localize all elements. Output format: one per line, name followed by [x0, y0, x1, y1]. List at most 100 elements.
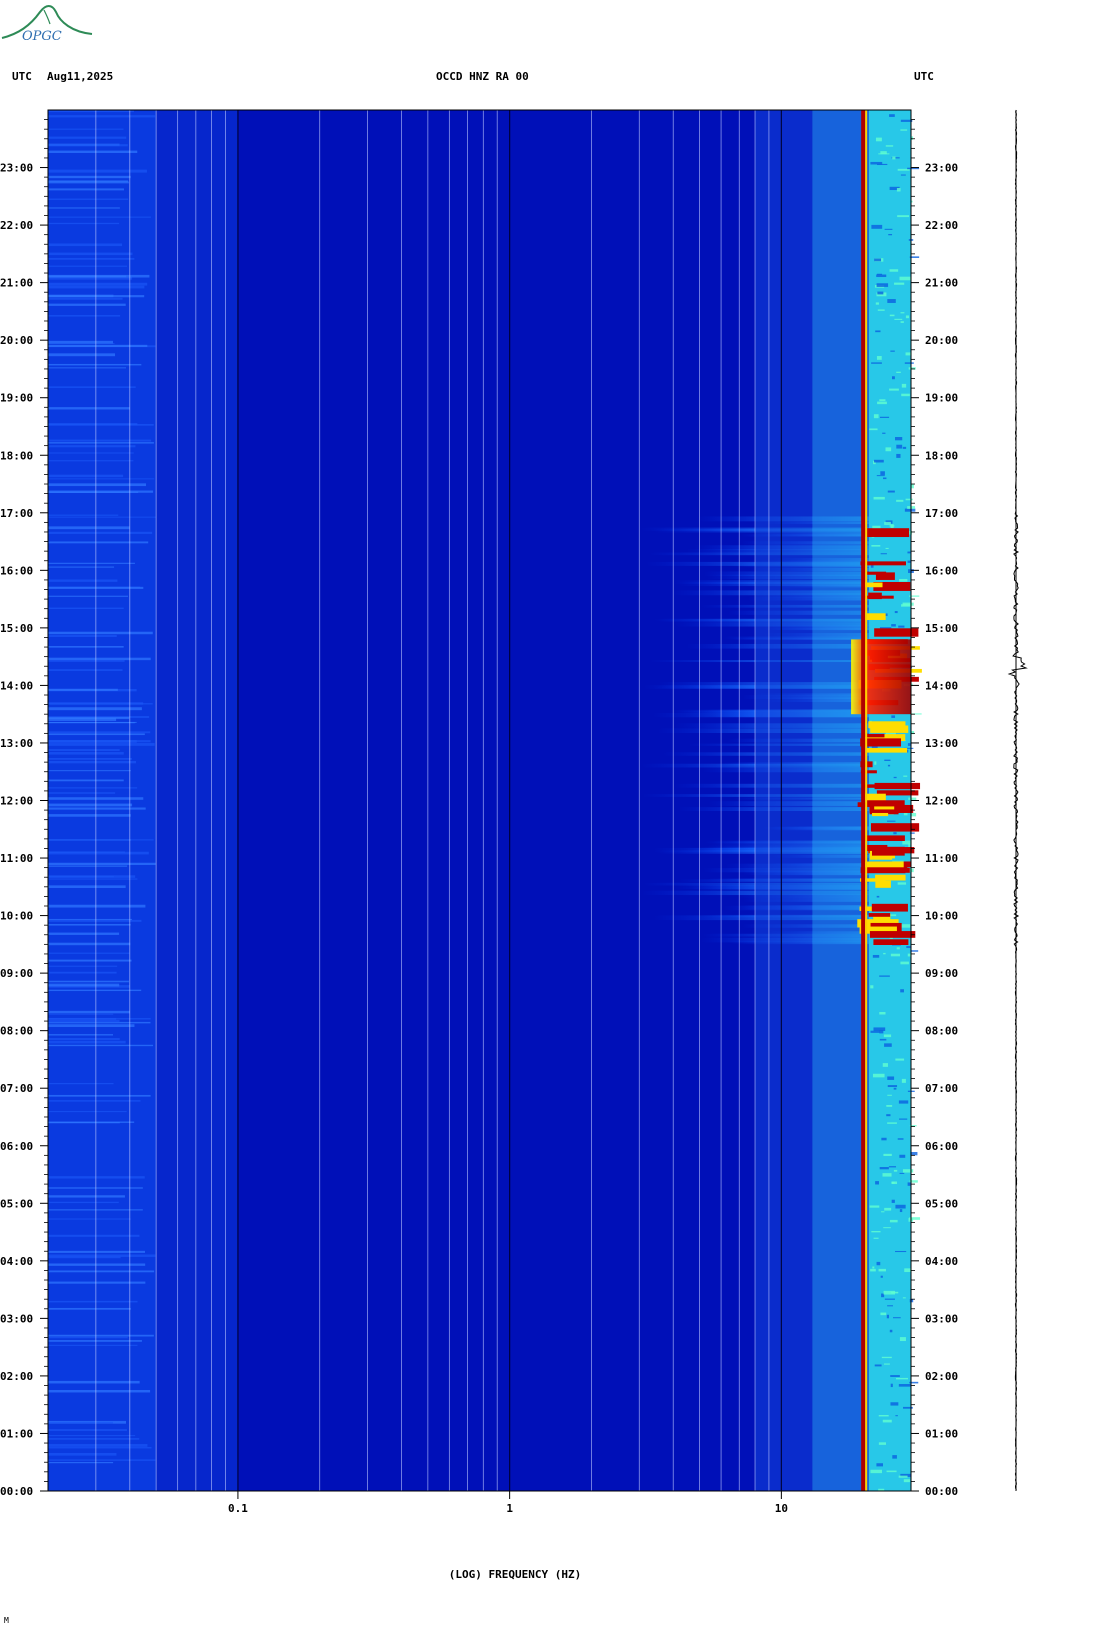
high-band-speckle	[899, 276, 911, 281]
low-band-streak	[48, 1234, 140, 1237]
low-band-streak	[48, 1082, 114, 1085]
high-band-speckle	[886, 1314, 890, 1319]
high-band-speckle	[887, 1094, 892, 1096]
high-band-speckle	[898, 1384, 911, 1387]
high-band-speckle	[891, 376, 895, 380]
low-band-streak	[48, 579, 118, 582]
burst-hotspot	[873, 581, 911, 591]
high-band-speckle	[909, 832, 915, 834]
burst-hotspot	[871, 903, 908, 912]
low-band-streak	[48, 1111, 127, 1113]
high-band-speckle	[896, 947, 900, 950]
high-band-speckle	[909, 1217, 921, 1220]
low-band-streak	[48, 1459, 156, 1461]
high-band-speckle	[900, 989, 904, 993]
high-band-speckle	[899, 1118, 908, 1120]
burst-hotspot	[874, 805, 895, 810]
high-band-speckle	[870, 1030, 880, 1033]
y-tick-label-left: 16:00	[0, 564, 33, 577]
mid-band-fill	[755, 110, 813, 1491]
high-band-speckle	[879, 399, 886, 402]
y-tick-label-left: 05:00	[0, 1197, 33, 1210]
high-band-speckle	[893, 832, 897, 835]
high-band-speckle	[885, 145, 894, 147]
y-tick-label-left: 21:00	[0, 277, 33, 290]
low-band-streak	[48, 1270, 155, 1273]
y-tick-label-left: 22:00	[0, 219, 33, 232]
high-band-speckle	[897, 168, 910, 171]
low-band-streak	[48, 731, 151, 734]
high-band-speckle	[870, 985, 874, 989]
y-tick-label-left: 07:00	[0, 1082, 33, 1095]
low-band-streak	[48, 566, 115, 568]
burst-hotspot	[875, 572, 895, 580]
high-band-speckle	[907, 167, 920, 170]
burst-hotspot	[860, 878, 886, 882]
high-band-speckle	[899, 1337, 906, 1342]
high-band-speckle	[869, 1205, 880, 1208]
low-band-streak	[48, 478, 155, 480]
y-tick-label-left: 02:00	[0, 1370, 33, 1383]
header-station: OCCD HNZ RA 00	[436, 70, 529, 83]
high-band-speckle	[892, 1455, 897, 1459]
low-band-streak	[48, 1429, 127, 1431]
burst-hotspot	[861, 733, 885, 738]
low-band-streak	[48, 1044, 154, 1047]
logo-text: OPGC	[22, 29, 62, 44]
high-band-speckle	[871, 1230, 881, 1233]
high-band-speckle	[891, 715, 896, 718]
low-band-streak	[48, 1300, 138, 1303]
low-band-streak	[48, 980, 129, 983]
low-band-streak	[48, 770, 131, 772]
burst-hotspot	[864, 835, 905, 841]
high-band-speckle	[898, 1475, 908, 1478]
footer-mark: M	[4, 1616, 9, 1625]
high-band-speckle	[879, 1167, 889, 1170]
y-tick-label-right: 23:00	[925, 162, 958, 175]
low-band-streak	[48, 1010, 130, 1014]
y-tick-label-right: 17:00	[925, 507, 958, 520]
high-band-speckle	[890, 524, 894, 529]
low-band-streak	[48, 787, 138, 789]
high-band-speckle	[882, 1419, 892, 1423]
low-band-streak	[48, 1013, 114, 1015]
low-band-streak	[48, 483, 147, 487]
low-band-streak	[48, 952, 130, 954]
low-band-streak	[48, 1100, 141, 1102]
low-band-streak	[48, 875, 136, 878]
high-band-speckle	[909, 595, 920, 597]
high-band-speckle	[910, 950, 919, 952]
high-band-speckle	[890, 1383, 893, 1388]
high-band-speckle	[884, 1043, 892, 1047]
low-band-streak	[48, 474, 124, 478]
high-band-speckle	[889, 186, 900, 191]
high-band-speckle	[884, 1298, 895, 1300]
low-band-streak	[48, 923, 131, 926]
y-tick-label-left: 17:00	[0, 507, 33, 520]
high-band-speckle	[895, 1204, 906, 1209]
low-band-streak	[48, 752, 124, 755]
low-band-streak	[48, 904, 146, 908]
high-band-speckle	[902, 446, 907, 449]
high-band-speckle	[881, 1293, 885, 1298]
high-band-speckle	[877, 291, 884, 295]
high-band-speckle	[878, 1268, 886, 1272]
high-band-speckle	[890, 350, 895, 352]
high-band-speckle	[908, 797, 917, 800]
high-band-speckle	[879, 627, 892, 629]
low-band-streak	[48, 1256, 121, 1259]
y-tick-label-right: 07:00	[925, 1082, 958, 1095]
low-band-streak	[48, 779, 124, 782]
high-band-speckle	[880, 471, 885, 475]
high-band-speckle	[887, 820, 896, 822]
high-band-speckle	[905, 352, 912, 356]
low-band-streak	[48, 439, 152, 442]
high-band-speckle	[875, 330, 881, 333]
high-band-speckle	[884, 521, 891, 525]
y-tick-label-right: 05:00	[925, 1197, 958, 1210]
low-band-streak	[48, 526, 130, 530]
persistent-line-edge	[865, 110, 868, 1491]
low-band-streak	[48, 407, 130, 410]
high-band-speckle	[908, 843, 911, 848]
high-band-speckle	[875, 137, 882, 142]
